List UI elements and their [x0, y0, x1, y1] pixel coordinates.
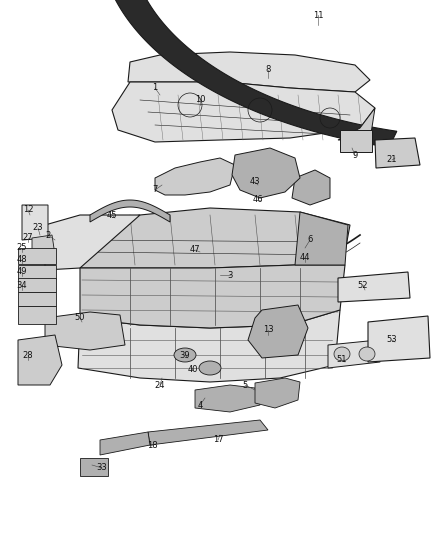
- Text: 33: 33: [97, 464, 107, 472]
- Text: 24: 24: [155, 381, 165, 390]
- Text: 11: 11: [313, 11, 323, 20]
- Text: 48: 48: [17, 255, 27, 264]
- Polygon shape: [112, 82, 375, 142]
- Text: 8: 8: [265, 66, 271, 75]
- Text: 1: 1: [152, 84, 158, 93]
- Text: 28: 28: [23, 351, 33, 359]
- Polygon shape: [100, 432, 150, 455]
- Text: 45: 45: [107, 211, 117, 220]
- Polygon shape: [90, 200, 170, 222]
- Text: 44: 44: [300, 254, 310, 262]
- Polygon shape: [375, 138, 420, 168]
- Text: 50: 50: [75, 313, 85, 322]
- Text: 5: 5: [242, 381, 247, 390]
- Polygon shape: [295, 212, 348, 265]
- Text: 18: 18: [147, 440, 157, 449]
- Polygon shape: [128, 52, 370, 92]
- Polygon shape: [328, 340, 380, 368]
- Text: 9: 9: [353, 150, 357, 159]
- Text: 43: 43: [250, 177, 260, 187]
- Polygon shape: [45, 215, 140, 270]
- Polygon shape: [32, 235, 55, 258]
- Text: 23: 23: [33, 223, 43, 232]
- Ellipse shape: [334, 347, 350, 361]
- Polygon shape: [113, 0, 397, 147]
- Text: 39: 39: [180, 351, 191, 359]
- Polygon shape: [45, 312, 125, 350]
- Text: 2: 2: [46, 230, 51, 239]
- Ellipse shape: [199, 361, 221, 375]
- Bar: [18, 306, 56, 324]
- Text: 49: 49: [17, 268, 27, 277]
- Polygon shape: [22, 205, 48, 240]
- Text: 52: 52: [358, 280, 368, 289]
- Text: 51: 51: [337, 356, 347, 365]
- Text: 3: 3: [227, 271, 233, 279]
- Polygon shape: [338, 108, 375, 140]
- Polygon shape: [338, 272, 410, 302]
- Text: 34: 34: [17, 280, 27, 289]
- Polygon shape: [18, 335, 62, 385]
- Text: 21: 21: [387, 156, 397, 165]
- Text: 40: 40: [188, 366, 198, 375]
- Text: 17: 17: [213, 435, 223, 445]
- Polygon shape: [232, 148, 300, 198]
- Bar: [18, 248, 56, 264]
- Polygon shape: [248, 305, 308, 358]
- Text: 53: 53: [387, 335, 397, 344]
- Polygon shape: [155, 158, 235, 195]
- Ellipse shape: [174, 348, 196, 362]
- Bar: [18, 292, 56, 306]
- Text: 13: 13: [263, 326, 273, 335]
- Bar: [340, 130, 372, 152]
- Polygon shape: [292, 170, 330, 205]
- Polygon shape: [148, 420, 268, 445]
- Text: 25: 25: [17, 244, 27, 253]
- Polygon shape: [368, 316, 430, 362]
- Bar: [18, 278, 56, 292]
- Text: 27: 27: [23, 233, 33, 243]
- Text: 47: 47: [190, 246, 200, 254]
- Polygon shape: [80, 208, 350, 268]
- Polygon shape: [255, 378, 300, 408]
- Text: 12: 12: [23, 206, 33, 214]
- Polygon shape: [78, 310, 340, 382]
- Text: 46: 46: [253, 196, 263, 205]
- Bar: [18, 265, 56, 279]
- Polygon shape: [195, 385, 260, 412]
- Bar: [80, 458, 108, 476]
- Text: 6: 6: [307, 236, 313, 245]
- Polygon shape: [80, 265, 345, 328]
- Text: 4: 4: [198, 400, 203, 409]
- Text: 10: 10: [195, 95, 205, 104]
- Ellipse shape: [359, 347, 375, 361]
- Text: 7: 7: [152, 185, 158, 195]
